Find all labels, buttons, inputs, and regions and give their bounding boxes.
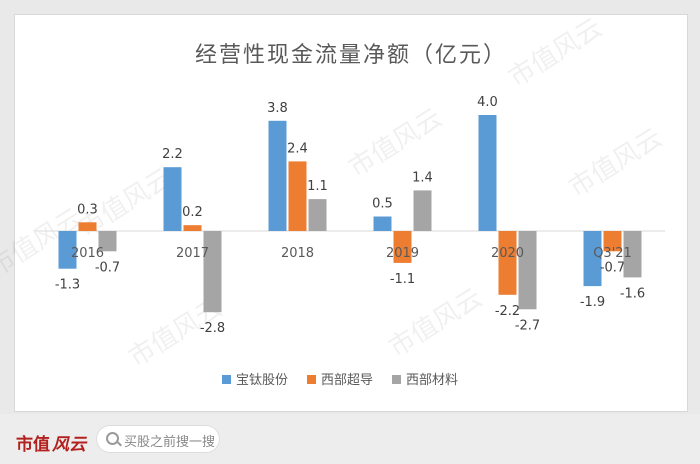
chart-card: 经营性现金流量净额（亿元） xyxy=(14,14,688,412)
x-tick-label: Q3'21 xyxy=(593,246,632,261)
bar xyxy=(518,231,537,310)
data-label: -2.2 xyxy=(495,304,520,319)
bar xyxy=(183,225,202,231)
legend-swatch xyxy=(307,375,316,384)
bar xyxy=(623,231,642,278)
watermark-text: 市值风云 xyxy=(384,283,488,364)
data-label: 2.2 xyxy=(162,147,183,162)
legend-swatch xyxy=(222,375,231,384)
x-tick-label: 2019 xyxy=(386,246,419,261)
bar xyxy=(288,161,307,231)
bar xyxy=(478,115,497,231)
search-box[interactable]: 买股之前搜一搜 xyxy=(96,425,220,453)
bar xyxy=(603,231,622,252)
bar xyxy=(163,167,182,231)
legend-label: 西部材料 xyxy=(406,373,458,388)
data-label: -1.3 xyxy=(55,278,80,293)
bar xyxy=(583,231,602,287)
x-tick-label: 2017 xyxy=(176,246,209,261)
data-label: 0.3 xyxy=(77,202,98,217)
brand-logo-text: 市值 xyxy=(16,435,50,455)
bar xyxy=(413,190,432,231)
brand-logo-script: 风云 xyxy=(52,435,86,455)
bar xyxy=(98,231,117,252)
data-label: 0.2 xyxy=(182,205,203,220)
x-tick-label: 2020 xyxy=(491,246,524,261)
bar xyxy=(498,231,517,295)
legend-swatch xyxy=(392,375,401,384)
data-label: -2.8 xyxy=(200,321,225,336)
data-label: 1.1 xyxy=(307,179,328,194)
x-tick-label: 2016 xyxy=(71,246,104,261)
data-label: 2.4 xyxy=(287,141,308,156)
data-label: -1.1 xyxy=(390,272,415,287)
footer-bar: 市值 风云 买股之前搜一搜 xyxy=(0,414,700,464)
watermark-text: 市值风云 xyxy=(504,13,608,94)
search-placeholder: 买股之前搜一搜 xyxy=(124,435,216,450)
data-label: 4.0 xyxy=(477,95,498,110)
bar xyxy=(78,222,97,231)
data-label: -0.7 xyxy=(95,260,120,275)
bar xyxy=(373,216,392,231)
data-label: -1.9 xyxy=(580,295,605,310)
search-icon xyxy=(106,432,119,445)
data-label: 0.5 xyxy=(372,197,393,212)
bar xyxy=(268,120,287,231)
bar xyxy=(308,199,327,231)
legend-label: 西部超导 xyxy=(321,373,373,388)
bar xyxy=(58,231,77,269)
data-label: 1.4 xyxy=(412,170,433,185)
data-label: -1.6 xyxy=(620,286,645,301)
brand-logo[interactable]: 市值 风云 xyxy=(16,430,86,455)
x-tick-label: 2018 xyxy=(281,246,314,261)
data-label: -0.7 xyxy=(600,260,625,275)
watermark-text: 市值风云 xyxy=(564,123,668,204)
bar xyxy=(203,231,222,313)
data-label: -2.7 xyxy=(515,318,540,333)
data-label: 3.8 xyxy=(267,101,288,116)
chart-title: 经营性现金流量净额（亿元） xyxy=(194,43,507,68)
bar xyxy=(393,231,412,263)
legend-label: 宝钛股份 xyxy=(236,373,288,388)
